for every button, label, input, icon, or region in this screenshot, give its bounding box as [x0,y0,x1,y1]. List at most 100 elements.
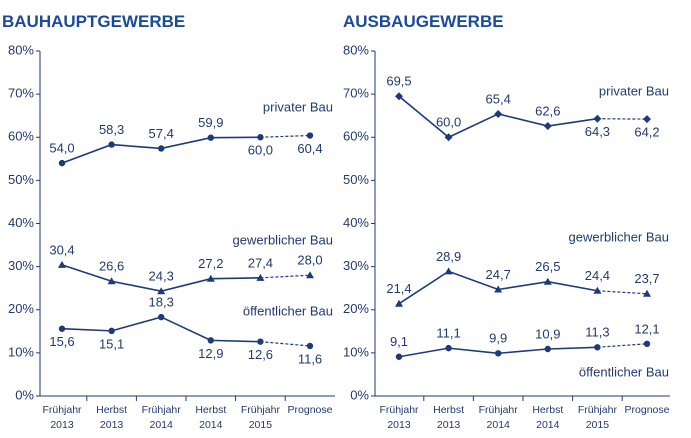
data-label: 18,3 [149,295,174,310]
marker [444,133,453,142]
y-tick-label: 40% [343,215,369,230]
data-label: 10,9 [535,326,560,341]
data-label: 60,0 [436,115,461,130]
marker [58,260,66,268]
data-label: 11,3 [585,325,609,340]
data-label: 69,5 [386,74,411,89]
x-tick-label: Herbst 2013 [433,404,464,431]
marker [494,285,503,293]
data-label: 15,6 [49,334,74,349]
y-tick-label: 80% [343,42,369,57]
x-tick-label: Prognose [625,404,670,416]
y-tick-label: 70% [8,86,34,101]
marker [495,350,502,357]
data-label: 26,5 [535,259,560,274]
data-label: 30,4 [49,242,74,257]
data-label: 54,0 [49,141,74,156]
data-label: 9,1 [390,334,408,349]
data-label: 59,9 [198,115,223,130]
marker [395,299,403,307]
y-tick-label: 20% [8,301,34,316]
y-tick-label: 40% [8,215,34,230]
x-tick-label: Frühjahr 2013 [42,404,82,431]
line [61,316,261,343]
data-label: 9,9 [489,331,507,346]
forecast-line [260,274,311,279]
marker [395,353,403,360]
marker [257,338,264,345]
data-label: 28,9 [436,249,461,264]
marker [207,337,214,344]
y-tick-label: 50% [343,172,369,187]
y-tick-label: 0% [15,387,34,402]
y-tick-label: 20% [343,301,369,316]
data-label: 28,0 [297,253,322,268]
y-tick-label: 70% [343,86,369,101]
x-tick-label: Frühjahr 2014 [479,404,519,431]
marker [445,344,452,352]
x-tick-label: Herbst 2013 [96,404,127,431]
data-label: 65,4 [486,91,511,106]
data-label: 24,4 [585,268,610,283]
series-label: privater Bau [263,99,333,114]
x-tick-label: Prognose [288,404,333,416]
y-tick-label: 60% [343,129,369,144]
data-label: 60,4 [297,141,322,156]
marker [157,287,166,295]
y-tick-label: 60% [8,129,34,144]
chart-title: BAUHAUPTGEWERBE [2,12,185,31]
data-label: 15,1 [99,336,124,351]
marker [158,145,165,152]
data-label: 62,6 [535,103,560,118]
x-tick-label: Frühjahr 2015 [578,404,618,431]
series-label: privater Bau [599,83,669,98]
data-label: 21,4 [386,281,411,296]
series-label: gewerblicher Bau [569,229,669,244]
data-label: 12,1 [634,321,659,336]
data-label: 11,1 [436,326,460,341]
data-label: 12,9 [198,346,223,361]
marker [306,132,314,139]
marker [206,274,215,282]
data-label: 64,2 [634,125,659,140]
marker [544,345,551,353]
forecast-line [260,134,311,138]
data-label: 60,0 [248,143,273,158]
marker [593,286,602,294]
marker [107,277,116,285]
y-tick-label: 30% [343,258,369,273]
marker [594,344,601,351]
forecast-line [597,290,648,295]
data-label: 27,4 [248,255,273,270]
marker [207,134,214,141]
x-tick-label: Frühjahr 2015 [241,404,281,431]
data-label: 58,3 [99,122,124,137]
marker [58,159,66,167]
marker [306,271,314,279]
marker [58,325,66,332]
x-tick-label: Herbst 2014 [532,404,563,431]
marker [108,327,115,335]
marker [643,289,651,297]
data-label: 11,6 [298,351,322,366]
data-label: 24,7 [486,267,511,282]
marker [306,342,314,350]
marker [395,92,403,101]
series-label: öffentlicher Bau [243,303,333,318]
marker [543,122,552,131]
forecast-line [260,341,311,347]
y-tick-label: 30% [8,258,34,273]
marker [158,313,165,321]
x-tick-label: Frühjahr 2013 [379,404,419,431]
y-tick-label: 10% [8,344,34,359]
x-tick-label: Herbst 2014 [195,404,226,431]
marker [593,114,602,123]
marker [444,267,453,275]
marker [257,134,264,141]
y-tick-label: 50% [8,172,34,187]
marker [108,141,115,148]
x-tick-label: Frühjahr 2014 [142,404,182,431]
y-tick-label: 0% [350,387,369,402]
y-tick-label: 10% [343,344,369,359]
data-label: 57,4 [149,126,174,141]
